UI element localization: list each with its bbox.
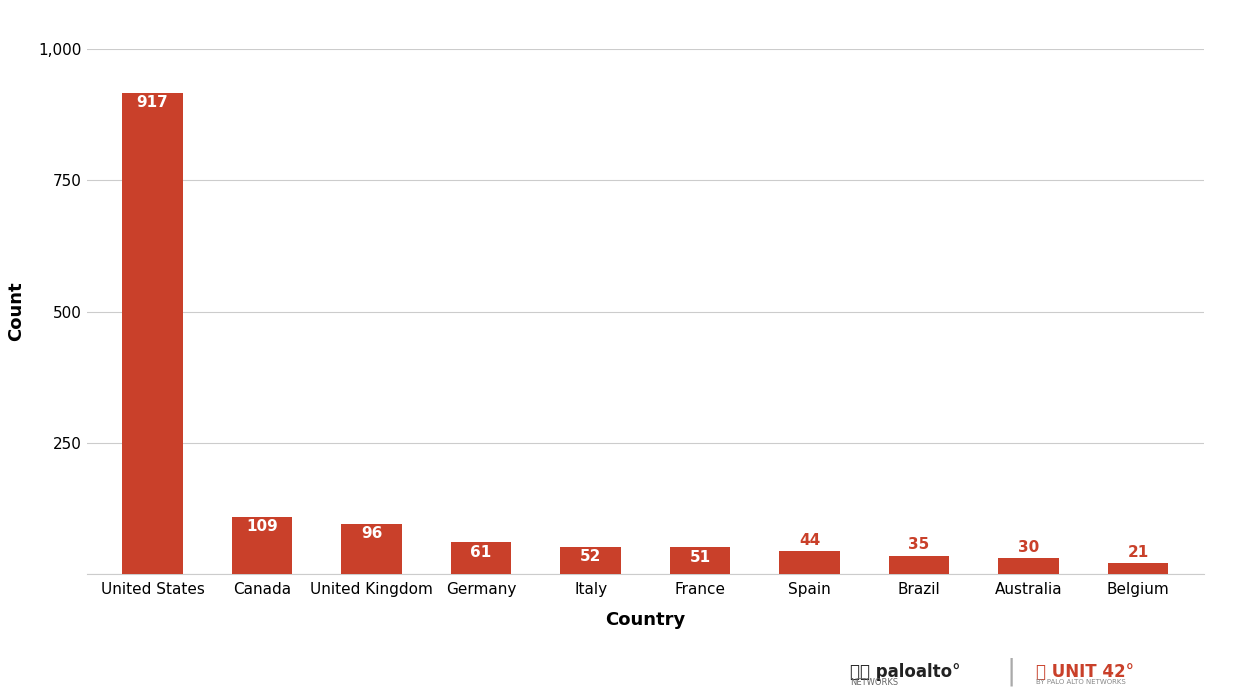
Text: ⫽⫽ paloalto°: ⫽⫽ paloalto°: [850, 663, 961, 681]
Bar: [1108, 563, 1168, 574]
Bar: [232, 517, 292, 574]
Text: ⫽ UNIT 42°: ⫽ UNIT 42°: [1036, 663, 1134, 681]
Bar: [889, 556, 949, 574]
Text: 35: 35: [908, 538, 930, 552]
Text: 21: 21: [1127, 545, 1149, 560]
Text: 51: 51: [690, 550, 711, 565]
Bar: [999, 559, 1059, 574]
Y-axis label: Count: Count: [6, 281, 25, 342]
Bar: [341, 524, 402, 574]
Text: 52: 52: [580, 550, 601, 564]
Bar: [670, 547, 730, 574]
Text: NETWORKS: NETWORKS: [850, 678, 898, 687]
Text: 96: 96: [361, 526, 382, 541]
Bar: [561, 547, 620, 574]
Text: 30: 30: [1018, 540, 1039, 555]
Bar: [123, 92, 182, 574]
Text: 917: 917: [137, 95, 169, 110]
X-axis label: Country: Country: [606, 611, 685, 629]
Text: 109: 109: [246, 519, 278, 534]
Bar: [450, 542, 511, 574]
Text: 44: 44: [799, 533, 820, 547]
Bar: [779, 551, 840, 574]
Text: |: |: [1006, 658, 1016, 686]
Text: 61: 61: [470, 545, 491, 559]
Text: BY PALO ALTO NETWORKS: BY PALO ALTO NETWORKS: [1036, 680, 1126, 685]
